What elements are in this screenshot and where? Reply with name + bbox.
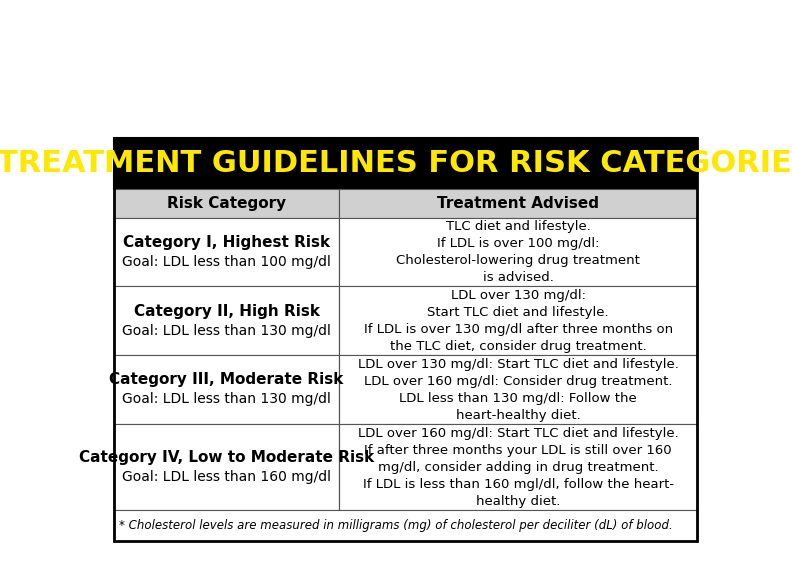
Bar [114, 355, 339, 424]
Text: * Cholesterol levels are measured in milligrams (mg) of cholesterol per decilite: * Cholesterol levels are measured in mil… [120, 520, 673, 532]
Text: Goal: LDL less than 100 mg/dl: Goal: LDL less than 100 mg/dl [122, 255, 331, 269]
Bar [114, 510, 698, 541]
Bar [339, 189, 698, 218]
Text: TREATMENT GUIDELINES FOR RISK CATEGORIES: TREATMENT GUIDELINES FOR RISK CATEGORIES [0, 149, 792, 178]
Bar [114, 189, 339, 218]
Bar [339, 355, 698, 424]
Text: Category III, Moderate Risk: Category III, Moderate Risk [109, 372, 344, 387]
Bar [114, 424, 339, 510]
Text: LDL over 130 mg/dl:
Start TLC diet and lifestyle.
If LDL is over 130 mg/dl after: LDL over 130 mg/dl: Start TLC diet and l… [364, 289, 672, 353]
Text: Risk Category: Risk Category [167, 196, 286, 211]
Bar [114, 286, 339, 355]
Text: Goal: LDL less than 130 mg/dl: Goal: LDL less than 130 mg/dl [122, 324, 331, 338]
Bar [114, 218, 339, 286]
Bar [339, 218, 698, 286]
Text: LDL over 160 mg/dl: Start TLC diet and lifestyle.
If after three months your LDL: LDL over 160 mg/dl: Start TLC diet and l… [358, 427, 679, 507]
Bar [339, 424, 698, 510]
Text: Treatment Advised: Treatment Advised [437, 196, 600, 211]
Text: Category II, High Risk: Category II, High Risk [134, 304, 320, 319]
Bar [339, 286, 698, 355]
Text: Category IV, Low to Moderate Risk: Category IV, Low to Moderate Risk [79, 450, 374, 465]
Text: Category I, Highest Risk: Category I, Highest Risk [123, 235, 330, 250]
Text: LDL over 130 mg/dl: Start TLC diet and lifestyle.
LDL over 160 mg/dl: Consider d: LDL over 130 mg/dl: Start TLC diet and l… [358, 358, 679, 422]
Text: Goal: LDL less than 130 mg/dl: Goal: LDL less than 130 mg/dl [122, 392, 331, 406]
Text: Goal: LDL less than 160 mg/dl: Goal: LDL less than 160 mg/dl [122, 470, 331, 484]
Bar [114, 138, 698, 189]
Text: TLC diet and lifestyle.
If LDL is over 100 mg/dl:
Cholesterol-lowering drug trea: TLC diet and lifestyle. If LDL is over 1… [396, 220, 640, 284]
